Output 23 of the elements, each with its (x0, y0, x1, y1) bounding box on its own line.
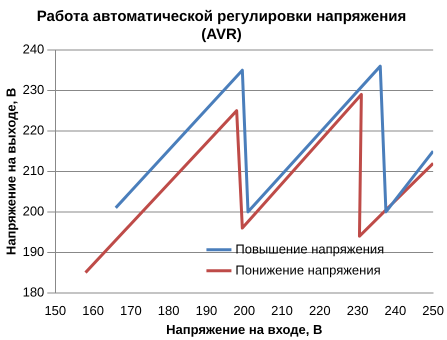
x-axis-title: Напряжение на входе, В (166, 322, 322, 337)
y-tick-label: 200 (22, 203, 44, 218)
x-tick-label: 250 (422, 303, 444, 318)
x-tick-label: 210 (271, 303, 293, 318)
x-tick-label: 150 (44, 303, 66, 318)
y-tick-label: 210 (22, 162, 44, 178)
x-tick-label: 220 (308, 303, 331, 318)
legend-label: Понижение напряжения (235, 262, 381, 278)
legend-label: Повышение напряжения (235, 241, 384, 256)
y-tick-label: 220 (22, 122, 44, 138)
y-axis-title: Напряжение на выходе, В (3, 88, 18, 256)
y-tick-label: 180 (22, 284, 44, 300)
x-tick-label: 170 (120, 303, 142, 318)
y-tick-label: 190 (22, 244, 44, 259)
x-tick-label: 200 (233, 303, 256, 318)
y-tick-label: 230 (22, 82, 44, 98)
chart-title: Работа автоматической регулировки напряжения (AVR) (36, 8, 406, 44)
x-tick-label: 240 (384, 303, 406, 318)
x-tick-label: 180 (158, 303, 180, 318)
x-tick-label: 160 (82, 303, 104, 318)
y-tick-label: 240 (22, 42, 44, 57)
x-tick-label: 190 (196, 303, 218, 318)
x-tick-label: 230 (346, 303, 368, 318)
